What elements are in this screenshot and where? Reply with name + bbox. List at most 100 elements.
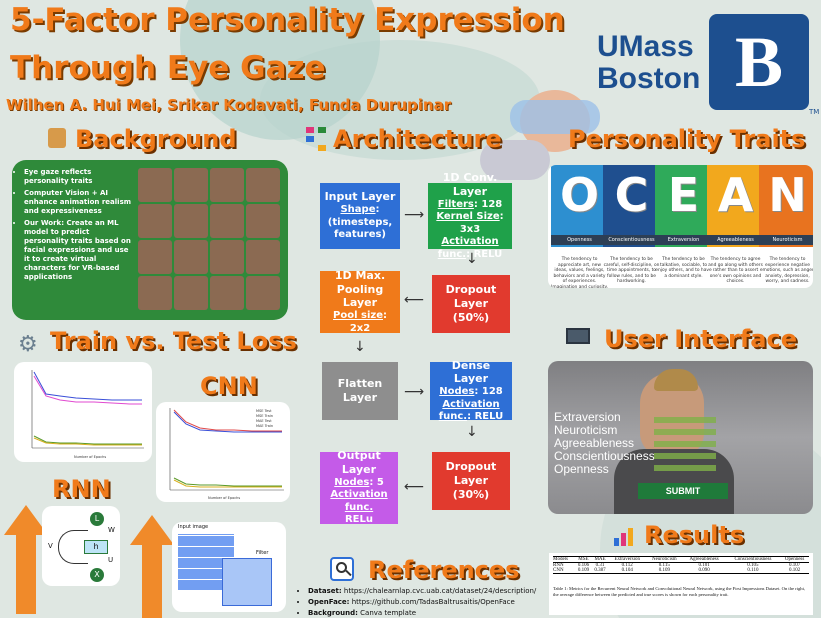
magnifier-icon [330, 557, 354, 581]
ui-trait-extraversion: Extraversion [554, 410, 621, 424]
logo-text-umass: UMass [597, 30, 694, 63]
poster-title-line2: Through Eye Gaze [10, 50, 326, 86]
rnn-label-v: V [48, 542, 53, 550]
ocean-agreeableness: A Agreeableness [707, 165, 764, 247]
cnn-input-label: Input image [178, 524, 209, 530]
ocean-desc-neuroticism: The tendency to experience negative emot… [759, 257, 813, 284]
ocean-desc-openness: The tendency to appreciate art, new idea… [551, 257, 608, 288]
loss-x-axis-label: Number of Epochs [74, 455, 106, 459]
ocean-conscientiousness: C Conscientiousness [603, 165, 660, 247]
ocean-extraversion: E Extraversion [655, 165, 712, 247]
ui-trait-openness: Openness [554, 462, 609, 476]
reference-item: Dataset: https://chalearnlap.cvc.uab.cat… [308, 586, 558, 597]
input-layer-box: Input Layer Shape: (timesteps, features) [320, 183, 400, 249]
rnn-node-x: X [90, 568, 104, 582]
reference-item: Background: Canva template [308, 608, 558, 618]
arrow-left: ⟵ [404, 292, 425, 308]
table-row: CNN 0.109 0.387 0.104 0.109 0.090 0.110 … [553, 568, 809, 574]
results-table-header: Models MSE MAE Extraversion Neuroticism … [553, 556, 809, 563]
gears-icon: ⚙ [18, 332, 38, 357]
dropout30-layer-box: Dropout Layer (30%) [432, 452, 510, 510]
background-panel: Eye gaze reflects personality traits Com… [12, 160, 288, 320]
cnn-filter-label: Filter [256, 550, 269, 556]
cnn-input-grid [178, 534, 234, 590]
arrow-right: ⟶ [404, 207, 425, 223]
ocean-openness: O Openness [551, 165, 608, 247]
personality-traits-heading: Personality Traits [568, 125, 806, 153]
logo-text-boston: Boston [597, 62, 701, 95]
monitor-icon [566, 328, 590, 344]
architecture-icon [306, 127, 326, 151]
ocean-panel: O Openness C Conscientiousness E Extrave… [548, 165, 813, 288]
arrow-right: ⟶ [404, 384, 425, 400]
submit-button[interactable]: SUBMIT [638, 483, 728, 499]
legend-mae-test: MAE Test [256, 419, 272, 423]
logo-b-letter: B [734, 21, 784, 102]
results-table-caption: Table 1: Metrics for the Recurrent Neura… [553, 586, 806, 597]
output-layer-box: Output Layer Nodes: 5 Activation func. R… [320, 449, 398, 525]
ui-trait-conscientiousness: Conscientiousness [554, 449, 655, 463]
arrow-left: ⟵ [404, 479, 425, 495]
legend-mse-train: MSE Train [256, 414, 273, 418]
poster-title-line1: 5-Factor Personality Expression [10, 2, 565, 38]
authors: Wilhen A. Hui Mei, Srikar Kodavati, Fund… [6, 96, 452, 114]
arrow-down: ↓ [466, 251, 478, 267]
reference-link[interactable]: https://github.com/TadasBaltrusaitis/Ope… [351, 598, 515, 606]
vr-ui-screenshot: Extraversion Neuroticism Agreeableness C… [548, 361, 813, 514]
architecture-heading: Architecture [333, 125, 502, 153]
conv-layer-box: 1D Conv. Layer Filters: 128 Kernel Size:… [428, 171, 512, 260]
results-table: Models MSE MAE Extraversion Neuroticism … [553, 556, 809, 574]
references-list: Dataset: https://chalearnlap.cvc.uab.cat… [298, 586, 558, 618]
background-icon [48, 128, 66, 148]
background-bullet: Eye gaze reflects personality traits [24, 168, 136, 186]
logo-b-mark: B [709, 14, 809, 110]
ui-trait-neuroticism: Neuroticism [554, 423, 618, 437]
rnn-label-u: U [108, 556, 114, 564]
background-heading: Background [75, 125, 237, 153]
cnn-loss-chart: MSE Test MSE Train MAE Test MAE Train Nu… [156, 402, 290, 502]
dropout50-layer-box: Dropout Layer (50%) [432, 275, 510, 333]
up-arrow-shaft [16, 534, 36, 614]
ui-trait-agreeableness: Agreeableness [554, 436, 635, 450]
background-bullet: Computer Vision + AI enhance animation r… [24, 189, 136, 216]
legend-mae-train: MAE Train [256, 424, 273, 428]
ocean-desc-agreeableness: The tendency to agree and go along with … [708, 257, 763, 284]
trait-slider-list: Extraversion Neuroticism Agreeableness C… [554, 411, 655, 476]
cnn-diagram: Input image Filter [172, 522, 286, 612]
ocean-desc-conscientiousness: The tendency to be careful, self-discipl… [603, 257, 660, 284]
ocean-desc-extraversion: The tendency to be talkative, sociable, … [655, 257, 712, 279]
legend-mse-test: MSE Test [256, 409, 272, 413]
umass-boston-logo: UMass Boston B TM [597, 14, 820, 118]
results-heading: Results [644, 521, 745, 549]
chart-icon [612, 526, 638, 546]
up-arrow-icon [130, 515, 174, 545]
cnn-x-axis-label: Number of Epochs [208, 496, 240, 500]
rnn-node-l: L [90, 512, 104, 526]
rnn-label-w: W [108, 526, 115, 534]
cnn-filter-grid [222, 558, 272, 606]
rnn-diagram: L h X V W U [42, 506, 120, 586]
rnn-node-h: h [84, 540, 108, 554]
arrow-down: ↓ [354, 339, 366, 355]
trait-slider-bars[interactable] [654, 417, 716, 477]
arrow-down: ↓ [466, 424, 478, 440]
maxpool-layer-box: 1D Max. Pooling Layer Pool size: 2x2 [320, 269, 400, 334]
user-interface-heading: User Interface [604, 325, 797, 353]
up-arrow-shaft [142, 544, 162, 618]
dense-layer-box: Dense Layer Nodes: 128 Activation func.:… [430, 359, 512, 422]
train-test-loss-heading: Train vs. Test Loss [50, 327, 297, 355]
cnn-heading: CNN [200, 372, 258, 400]
table-row: RNN 0.106 0.31 0.112 0.115 0.101 0.105 0… [553, 563, 801, 568]
logo-tm: TM [809, 108, 820, 116]
face-expressions-grid [138, 168, 282, 312]
rnn-heading: RNN [52, 475, 111, 503]
references-heading: References [368, 556, 520, 584]
flatten-layer-box: Flatten Layer [322, 362, 398, 420]
reference-link[interactable]: https://chalearnlap.cvc.uab.cat/dataset/… [343, 587, 537, 595]
reference-item: OpenFace: https://github.com/TadasBaltru… [308, 597, 558, 608]
ocean-neuroticism: N Neuroticism [759, 165, 813, 247]
up-arrow-icon [4, 505, 48, 535]
rnn-loss-chart: Number of Epochs [14, 362, 152, 462]
results-table-panel: Models MSE MAE Extraversion Neuroticism … [549, 553, 813, 615]
background-bullet: Our Work: Create an ML model to predict … [24, 219, 136, 282]
